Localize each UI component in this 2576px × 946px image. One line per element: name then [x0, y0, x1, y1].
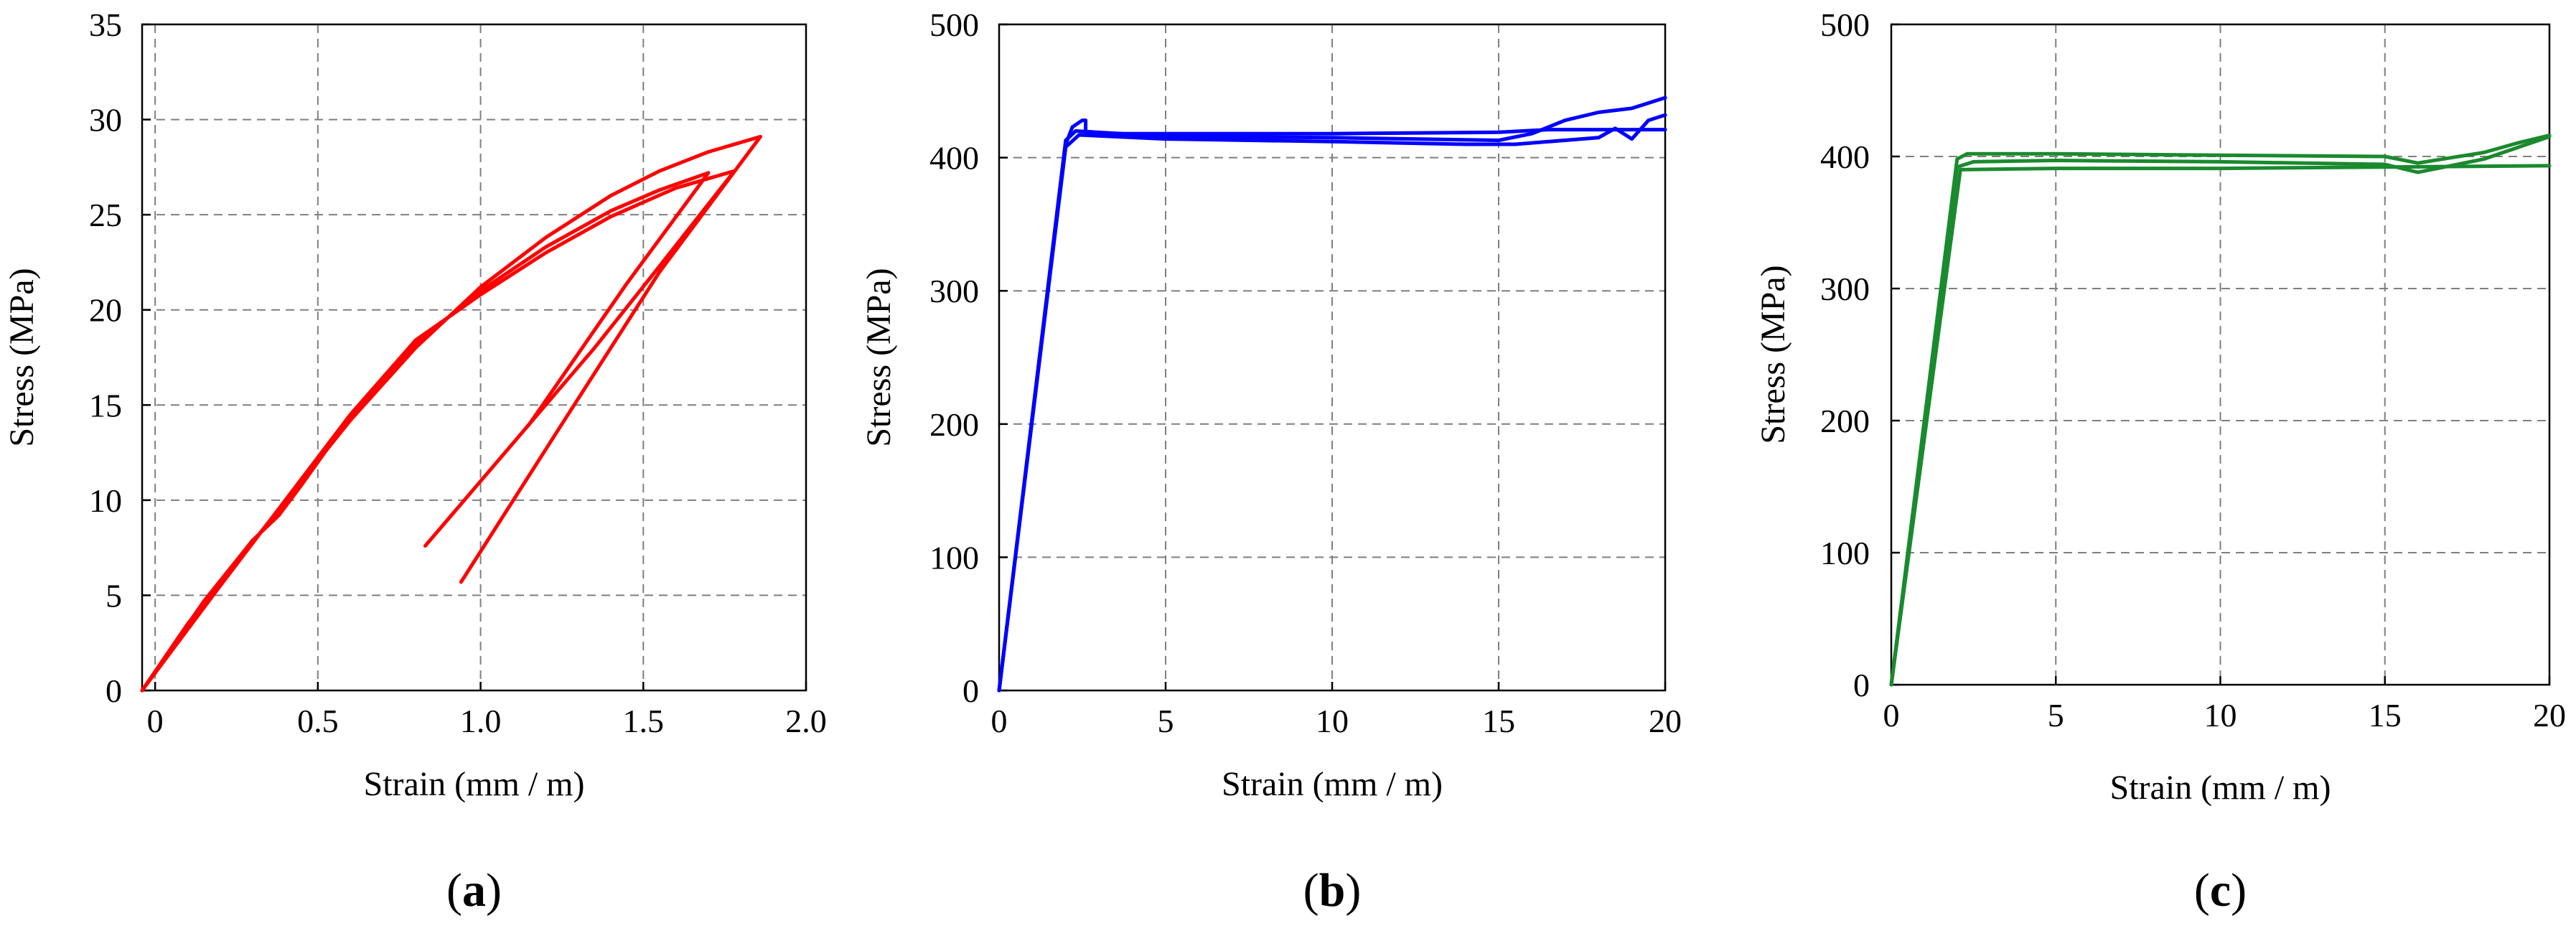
- y-tick-label: 30: [89, 102, 122, 139]
- y-tick-label: 500: [929, 6, 979, 43]
- x-tick-label: 5: [1158, 703, 1174, 739]
- x-tick-label: 0: [147, 703, 164, 739]
- y-tick-label: 15: [89, 387, 122, 423]
- y-tick-label: 0: [963, 673, 979, 709]
- x-tick-label: 15: [1482, 703, 1515, 739]
- y-tick-label: 5: [106, 577, 122, 614]
- y-tick-label: 100: [929, 539, 979, 576]
- x-tick-label: 0: [991, 703, 1008, 739]
- x-tick-label: 20: [1649, 703, 1682, 739]
- y-tick-label: 100: [1820, 535, 1870, 571]
- y-tick-label: 20: [89, 292, 122, 329]
- series-line-2: [1889, 134, 2552, 687]
- y-tick-label: 500: [1820, 6, 1870, 43]
- series-line-2: [997, 95, 1667, 693]
- x-tick-label: 15: [2369, 697, 2402, 734]
- chart-panel-a: 0 0.5 1.0 1.5 2.0 0 5 10 15 20 25 30 35 Strain (mm / …: [3, 6, 827, 917]
- x-axis-label: Strain (mm / m): [1222, 765, 1443, 803]
- series-line-3: [997, 113, 1667, 693]
- panel-label: (a): [446, 864, 502, 917]
- series-line-1: [140, 134, 762, 693]
- x-tick-label: 1.5: [623, 703, 665, 739]
- x-tick-label: 10: [1316, 703, 1349, 739]
- x-tick-label: 20: [2533, 697, 2566, 734]
- y-tick-label: 0: [106, 673, 122, 709]
- y-tick-label: 200: [929, 406, 979, 443]
- plot-frame: [141, 23, 807, 692]
- y-axis-label: Stress (MPa): [860, 268, 898, 446]
- series-line-2: [140, 171, 711, 693]
- x-axis-label: Strain (mm / m): [2110, 769, 2331, 807]
- series-line-3: [1889, 164, 2552, 687]
- panel-label: (b): [1303, 864, 1362, 917]
- x-tick-label: 2.0: [785, 703, 827, 739]
- x-tick-label: 1.0: [460, 703, 502, 739]
- y-tick-label: 400: [929, 140, 979, 177]
- series-line-1: [997, 118, 1667, 693]
- y-tick-label: 0: [1853, 667, 1870, 703]
- series-line-1: [1889, 134, 2552, 687]
- y-axis-label: Stress (MPa): [3, 268, 41, 446]
- y-tick-label: 200: [1820, 403, 1870, 439]
- y-tick-label: 10: [89, 482, 122, 519]
- y-tick-label: 300: [1820, 271, 1870, 307]
- x-tick-label: 10: [2204, 697, 2237, 734]
- panel-label: (c): [2194, 864, 2247, 917]
- y-tick-label: 25: [89, 197, 122, 233]
- x-axis-label: Strain (mm / m): [364, 765, 585, 803]
- x-tick-label: 0.5: [297, 703, 339, 739]
- series-line-3: [140, 169, 736, 693]
- y-axis-label: Stress (MPa): [1754, 265, 1792, 444]
- y-tick-label: 300: [929, 273, 979, 309]
- y-tick-label: 400: [1820, 139, 1870, 175]
- y-tick-label: 35: [89, 6, 122, 43]
- x-tick-label: 0: [1883, 697, 1900, 734]
- x-tick-label: 5: [2048, 697, 2064, 734]
